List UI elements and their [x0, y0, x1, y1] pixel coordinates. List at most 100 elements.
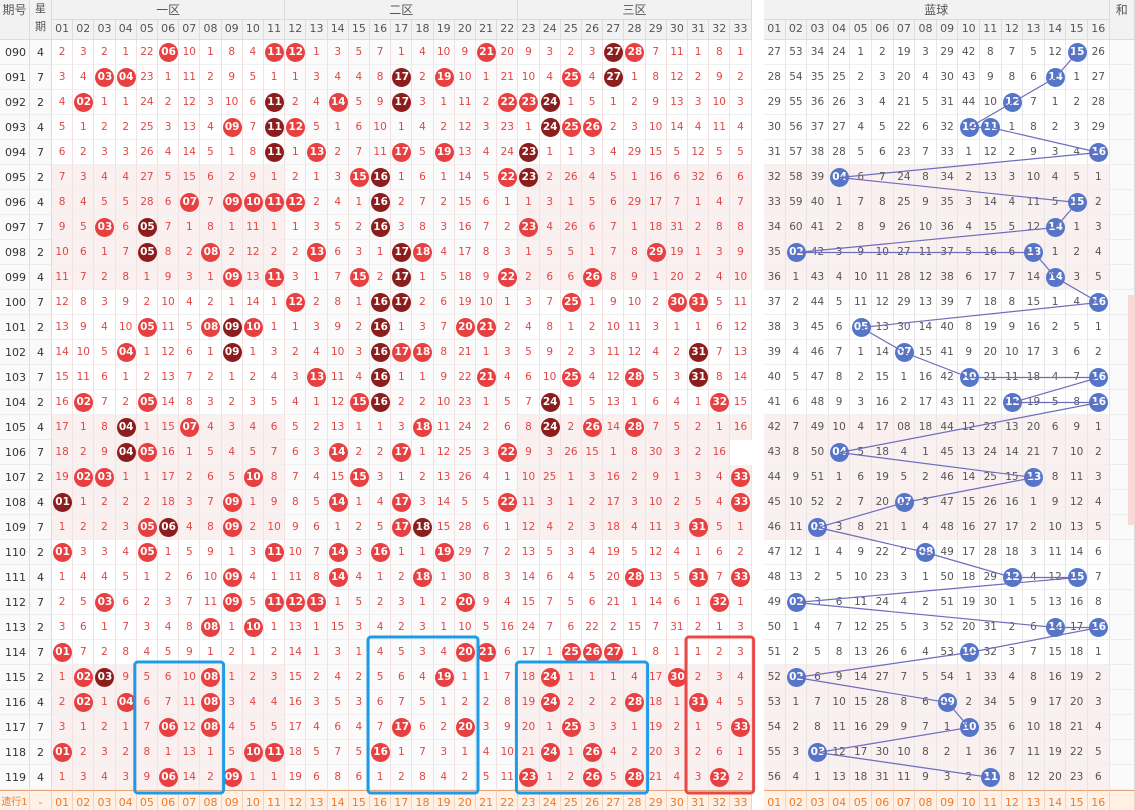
blue-col-header[interactable]: 04: [828, 20, 851, 40]
issue-header[interactable]: 期号: [0, 0, 30, 40]
front-col-header[interactable]: 08: [200, 20, 222, 40]
front-col-header[interactable]: 26: [582, 20, 604, 40]
blue-col-header[interactable]: 16: [1088, 20, 1110, 40]
front-col-header[interactable]: 22: [497, 20, 519, 40]
issue-cell[interactable]: 103: [0, 365, 30, 390]
front-col-header[interactable]: 19: [433, 20, 455, 40]
front-cell: 2: [264, 240, 286, 265]
front-cell: 1: [52, 765, 74, 790]
front-col-header[interactable]: 18: [412, 20, 434, 40]
issue-cell[interactable]: 096: [0, 190, 30, 215]
front-col-header[interactable]: 28: [624, 20, 646, 40]
front-col-header[interactable]: 02: [73, 20, 95, 40]
issue-cell[interactable]: 110: [0, 540, 30, 565]
front-cell: 24: [539, 390, 561, 415]
issue-cell[interactable]: 094: [0, 140, 30, 165]
front-col-header[interactable]: 09: [221, 20, 243, 40]
front-cell: 5: [158, 165, 180, 190]
issue-cell[interactable]: 093: [0, 115, 30, 140]
front-col-header[interactable]: 21: [476, 20, 498, 40]
issue-cell[interactable]: 117: [0, 715, 30, 740]
blue-col-header[interactable]: 01: [764, 20, 786, 40]
front-col-header[interactable]: 04: [115, 20, 137, 40]
issue-cell[interactable]: 095: [0, 165, 30, 190]
blue-cell: 03: [807, 515, 829, 540]
front-cell: 6: [179, 565, 201, 590]
front-col-header[interactable]: 33: [730, 20, 752, 40]
front-cell: 1: [221, 215, 243, 240]
issue-cell[interactable]: 101: [0, 315, 30, 340]
blue-cell: 5: [1066, 165, 1088, 190]
issue-cell[interactable]: 114: [0, 640, 30, 665]
front-cell: 4: [433, 240, 455, 265]
front-col-header[interactable]: 27: [603, 20, 625, 40]
front-col-header[interactable]: 30: [666, 20, 688, 40]
blue-col-header[interactable]: 14: [1044, 20, 1067, 40]
blue-col-header[interactable]: 15: [1066, 20, 1088, 40]
issue-cell[interactable]: 104: [0, 390, 30, 415]
front-col-header[interactable]: 20: [454, 20, 476, 40]
issue-cell[interactable]: 106: [0, 440, 30, 465]
front-col-header[interactable]: 13: [306, 20, 328, 40]
front-col-header[interactable]: 03: [94, 20, 116, 40]
front-cell: 3: [582, 40, 604, 65]
blue-col-header[interactable]: 07: [893, 20, 916, 40]
blue-col-header[interactable]: 05: [850, 20, 872, 40]
issue-cell[interactable]: 091: [0, 65, 30, 90]
issue-cell[interactable]: 102: [0, 340, 30, 365]
weekday-header[interactable]: 星期: [30, 0, 52, 40]
blue-col-header[interactable]: 06: [872, 20, 894, 40]
blue-col-header[interactable]: 11: [980, 20, 1002, 40]
blue-col-header[interactable]: 13: [1023, 20, 1045, 40]
blue-col-header[interactable]: 02: [785, 20, 808, 40]
issue-cell[interactable]: 109: [0, 515, 30, 540]
front-col-header[interactable]: 01: [52, 20, 74, 40]
blue-col-header[interactable]: 09: [936, 20, 959, 40]
front-cell: 8: [603, 265, 625, 290]
issue-cell[interactable]: 090: [0, 40, 30, 65]
issue-cell[interactable]: 115: [0, 665, 30, 690]
blue-col-header[interactable]: 12: [1001, 20, 1024, 40]
front-cell: 11: [285, 565, 307, 590]
front-col-header[interactable]: 16: [370, 20, 392, 40]
front-col-header[interactable]: 29: [645, 20, 667, 40]
issue-cell[interactable]: 118: [0, 740, 30, 765]
front-cell: 13: [518, 540, 540, 565]
issue-cell[interactable]: 099: [0, 265, 30, 290]
issue-cell[interactable]: 116: [0, 690, 30, 715]
front-col-header[interactable]: 32: [709, 20, 731, 40]
issue-cell[interactable]: 092: [0, 90, 30, 115]
issue-cell[interactable]: 100: [0, 290, 30, 315]
front-col-header[interactable]: 24: [539, 20, 561, 40]
issue-cell[interactable]: 113: [0, 615, 30, 640]
front-col-header[interactable]: 25: [560, 20, 582, 40]
front-col-header[interactable]: 15: [348, 20, 370, 40]
front-cell: 8: [327, 290, 349, 315]
front-cell: 2: [603, 115, 625, 140]
front-col-header[interactable]: 10: [242, 20, 264, 40]
front-col-header[interactable]: 23: [518, 20, 540, 40]
right-scroll-indicator[interactable]: [1128, 295, 1135, 525]
front-col-header[interactable]: 14: [327, 20, 349, 40]
front-col-header[interactable]: 31: [688, 20, 710, 40]
front-col-header[interactable]: 05: [136, 20, 158, 40]
issue-cell[interactable]: 097: [0, 215, 30, 240]
issue-cell[interactable]: 107: [0, 465, 30, 490]
issue-cell[interactable]: 112: [0, 590, 30, 615]
front-cell: 25: [560, 65, 582, 90]
front-col-header[interactable]: 06: [158, 20, 180, 40]
blue-cell: 46: [764, 515, 786, 540]
issue-cell[interactable]: 108: [0, 490, 30, 515]
front-col-header[interactable]: 07: [179, 20, 201, 40]
front-col-header[interactable]: 11: [264, 20, 286, 40]
front-col-header[interactable]: 17: [391, 20, 413, 40]
issue-cell[interactable]: 105: [0, 415, 30, 440]
issue-cell[interactable]: 098: [0, 240, 30, 265]
front-col-header[interactable]: 12: [285, 20, 307, 40]
blue-col-header[interactable]: 10: [958, 20, 980, 40]
blue-col-header[interactable]: 03: [807, 20, 829, 40]
blue-cell: 12: [958, 415, 980, 440]
issue-cell[interactable]: 119: [0, 765, 30, 790]
issue-cell[interactable]: 111: [0, 565, 30, 590]
blue-col-header[interactable]: 08: [915, 20, 937, 40]
